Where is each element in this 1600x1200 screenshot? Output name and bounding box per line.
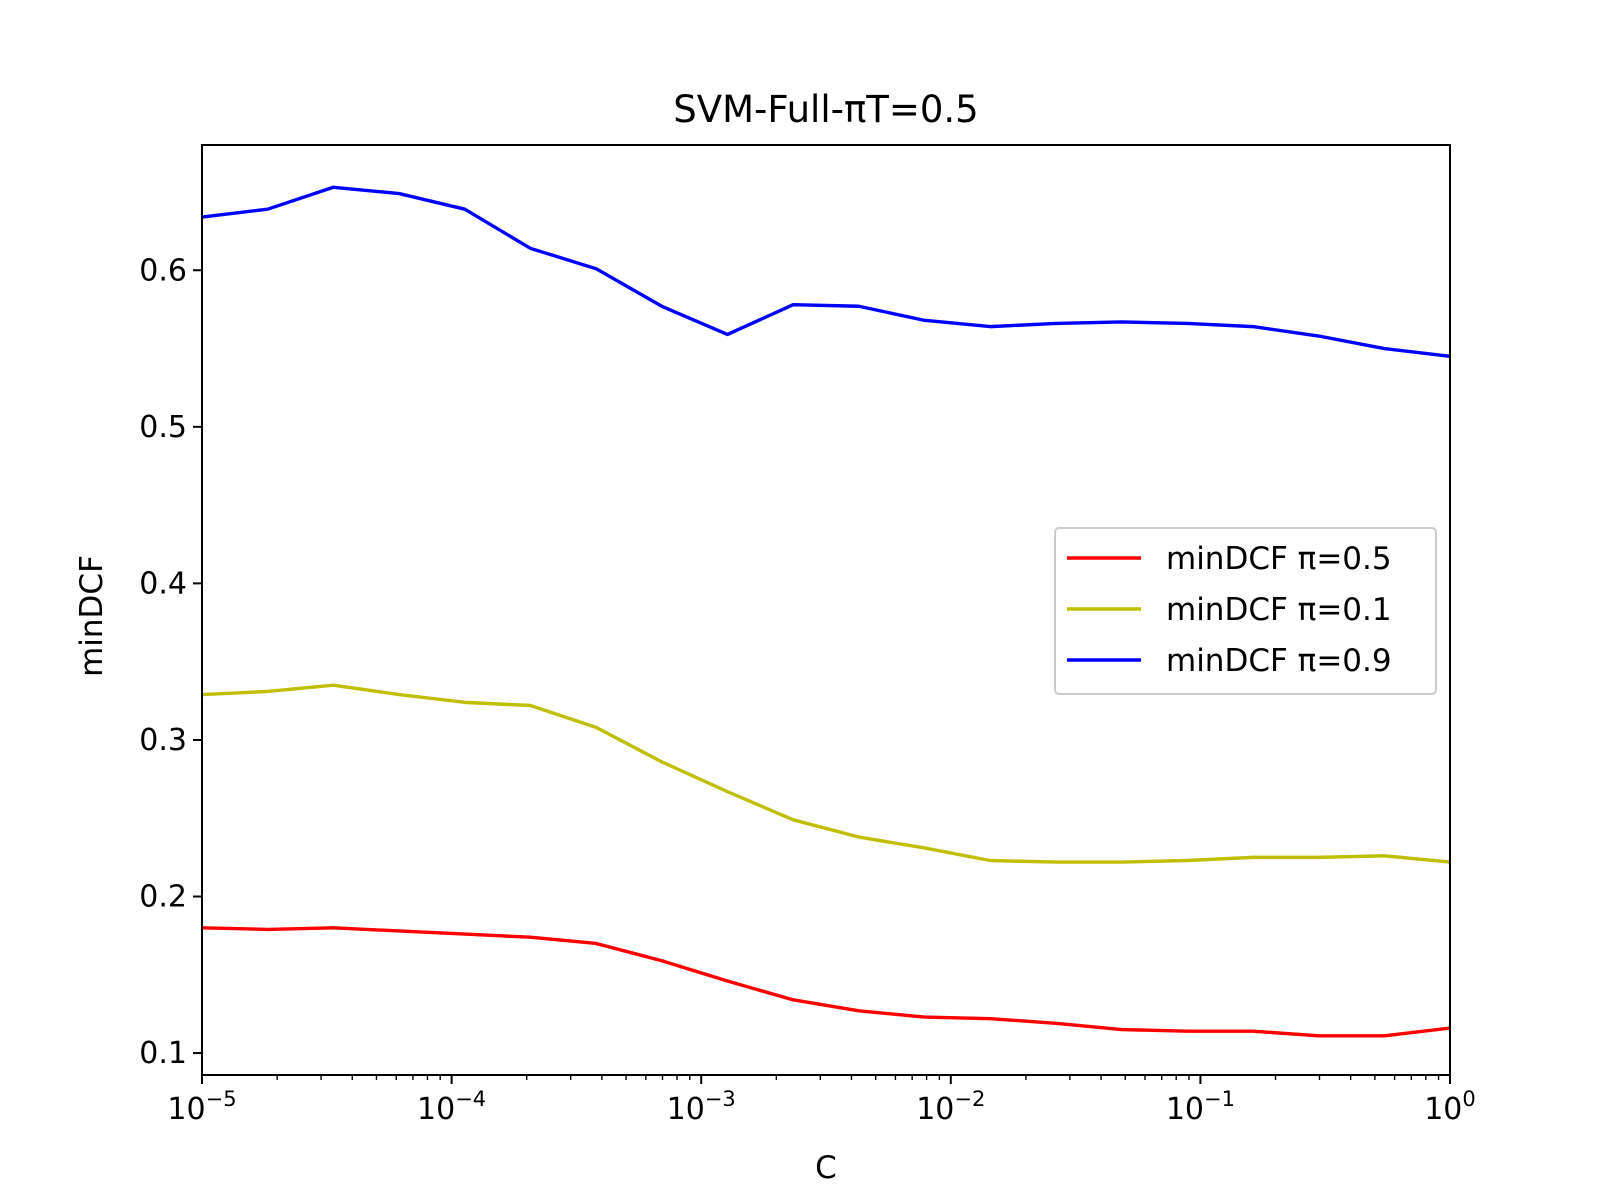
axes-frame [201, 144, 1451, 1076]
plot-area: 0.1 0.2 0.3 0.4 0.5 0.6 10−5 10−4 10−3 10−2 10−1 10… [139, 144, 1476, 1127]
y-tick-label: 0.6 [139, 253, 187, 288]
legend-box [1054, 527, 1437, 695]
series-line-3 [201, 185, 1451, 359]
series-line-1 [201, 926, 1451, 1038]
x-axis-title: C [815, 1150, 837, 1186]
legend-label-1: minDCF π=0.5 [1166, 541, 1392, 577]
y-axis-title: minDCF [74, 555, 110, 677]
legend-label-3: minDCF π=0.9 [1166, 643, 1392, 679]
series-line-2 [201, 683, 1451, 864]
x-tick-label: 10−2 [916, 1087, 985, 1127]
y-tick-label: 0.2 [139, 880, 187, 915]
legend-label-2: minDCF π=0.1 [1166, 592, 1392, 628]
y-tick-label: 0.4 [139, 566, 187, 601]
y-tick-label: 0.3 [139, 723, 187, 758]
x-tick-label: 10−5 [167, 1087, 236, 1127]
legend: minDCF π=0.5 minDCF π=0.1 minDCF π=0.9 [1054, 527, 1437, 695]
y-tick-label: 0.1 [139, 1036, 187, 1071]
x-tick-label: 10−4 [417, 1087, 486, 1127]
x-tick-label: 10−3 [667, 1087, 736, 1127]
x-tick-label: 100 [1424, 1087, 1476, 1127]
chart-title: SVM-Full-πT=0.5 [673, 88, 978, 131]
y-tick-label: 0.5 [139, 410, 187, 445]
x-tick-label: 10−1 [1166, 1087, 1235, 1127]
